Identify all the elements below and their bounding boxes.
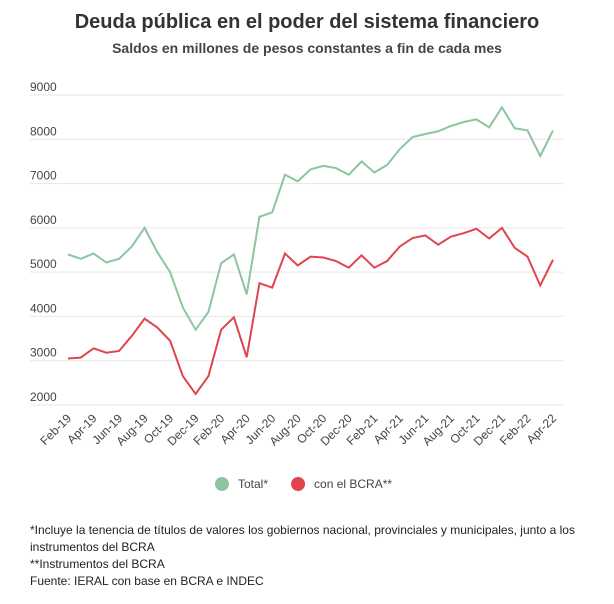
- legend-marker: [215, 477, 229, 491]
- x-tick-label: Apr-22: [524, 411, 560, 447]
- footnote: *Incluye la tenencia de títulos de valor…: [30, 523, 575, 537]
- legend-label: Total*: [238, 477, 268, 491]
- series-line: [67, 105, 554, 332]
- footnote: **Instrumentos del BCRA: [30, 557, 165, 571]
- y-tick-label: 6000: [30, 213, 57, 227]
- chart-subtitle: Saldos en millones de pesos constantes a…: [112, 40, 502, 56]
- y-tick-label: 2000: [30, 390, 57, 404]
- footnote: Fuente: IERAL con base en BCRA e INDEC: [30, 574, 264, 588]
- y-tick-label: 7000: [30, 169, 57, 183]
- y-tick-label: 8000: [30, 124, 57, 138]
- chart-title: Deuda pública en el poder del sistema fi…: [75, 11, 540, 33]
- footnote: instrumentos del BCRA: [30, 540, 155, 554]
- y-tick-label: 4000: [30, 301, 57, 315]
- y-tick-label: 3000: [30, 346, 57, 360]
- series-line: [67, 226, 554, 396]
- y-tick-label: 9000: [30, 80, 57, 94]
- legend-marker: [291, 477, 306, 491]
- y-tick-label: 5000: [30, 257, 57, 271]
- legend-label: con el BCRA**: [314, 477, 392, 491]
